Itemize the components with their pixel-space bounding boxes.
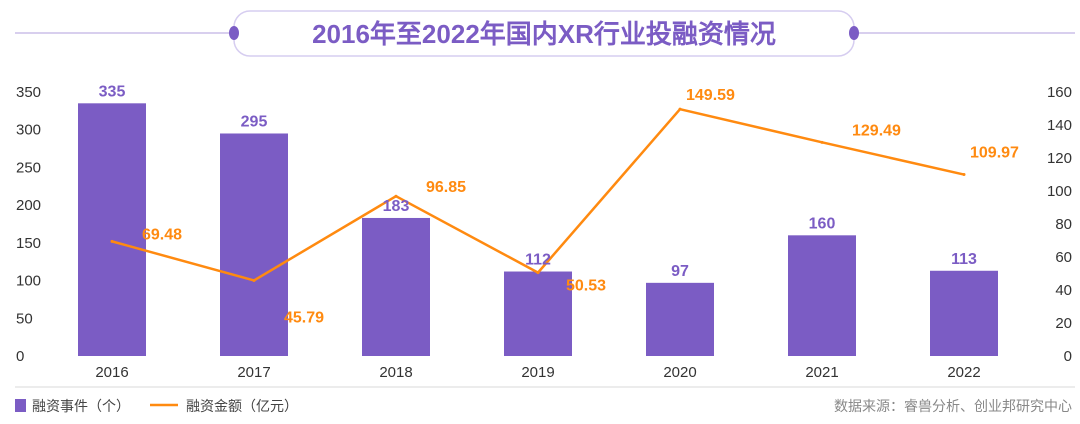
left-axis-tick: 300 xyxy=(16,122,41,139)
x-axis-tick: 2021 xyxy=(805,364,838,381)
right-axis-tick: 100 xyxy=(1047,183,1072,200)
bar-value-label: 183 xyxy=(383,198,410,215)
left-axis-tick: 0 xyxy=(16,348,24,365)
x-axis-tick: 2017 xyxy=(237,364,270,381)
legend-line-label: 融资金额（亿元） xyxy=(186,398,298,414)
bar-value-label: 160 xyxy=(809,215,836,232)
line-value-label: 69.48 xyxy=(142,226,182,243)
line-point-2022 xyxy=(962,173,966,177)
line-value-label: 109.97 xyxy=(970,145,1019,162)
right-axis-tick: 120 xyxy=(1047,150,1072,167)
right-axis-tick: 80 xyxy=(1055,216,1072,233)
right-axis-tick: 160 xyxy=(1047,84,1072,101)
right-axis-tick: 60 xyxy=(1055,249,1072,266)
legend-bar-label: 融资事件（个） xyxy=(32,398,130,414)
line-value-label: 149.59 xyxy=(686,87,735,104)
bar-value-label: 113 xyxy=(951,251,977,268)
bar-value-label: 112 xyxy=(525,252,551,269)
legend-bar-swatch xyxy=(15,399,26,412)
right-axis-tick: 140 xyxy=(1047,117,1072,134)
bar-2020 xyxy=(646,282,714,356)
title-dot-right xyxy=(849,26,859,40)
chart-title: 2016年至2022年国内XR行业投融资情况 xyxy=(312,19,776,49)
source-note: 数据来源：睿兽分析、创业邦研究中心 xyxy=(834,398,1072,414)
x-axis-tick: 2020 xyxy=(663,364,696,381)
bar-2022 xyxy=(930,270,998,356)
right-axis-tick: 0 xyxy=(1064,348,1072,365)
bar-2017 xyxy=(220,133,288,356)
title-dot-left xyxy=(229,26,239,40)
bar-value-label: 295 xyxy=(241,113,268,130)
bar-2016 xyxy=(78,103,146,356)
left-axis-tick: 100 xyxy=(16,273,41,290)
line-value-label: 50.53 xyxy=(566,278,606,295)
line-point-2019 xyxy=(536,271,540,275)
right-axis-tick: 40 xyxy=(1055,282,1072,299)
left-axis-tick: 50 xyxy=(16,310,33,327)
x-axis-tick: 2022 xyxy=(947,364,980,381)
line-value-label: 96.85 xyxy=(426,179,466,196)
x-axis-tick: 2016 xyxy=(95,364,128,381)
left-axis-tick: 250 xyxy=(16,159,41,176)
left-axis-tick: 150 xyxy=(16,235,41,252)
right-axis-tick: 20 xyxy=(1055,315,1072,332)
line-value-label: 129.49 xyxy=(852,122,901,139)
line-point-2017 xyxy=(252,278,256,282)
x-axis-tick: 2018 xyxy=(379,364,412,381)
line-point-2018 xyxy=(394,194,398,198)
line-point-2020 xyxy=(678,107,682,111)
left-axis-tick: 200 xyxy=(16,197,41,214)
bar-2021 xyxy=(788,235,856,356)
bar-value-label: 97 xyxy=(671,263,689,280)
line-value-label: 45.79 xyxy=(284,309,324,326)
bar-2018 xyxy=(362,217,430,356)
line-point-2016 xyxy=(110,239,114,243)
legend: 融资事件（个） 融资金额（亿元） xyxy=(15,398,298,414)
left-axis-tick: 350 xyxy=(16,84,41,101)
bar-value-label: 335 xyxy=(99,83,126,100)
bar-2019 xyxy=(504,271,572,356)
title-banner: 2016年至2022年国内XR行业投融资情况 xyxy=(15,10,1075,57)
x-axis-tick: 2019 xyxy=(521,364,554,381)
line-point-2021 xyxy=(820,140,824,144)
